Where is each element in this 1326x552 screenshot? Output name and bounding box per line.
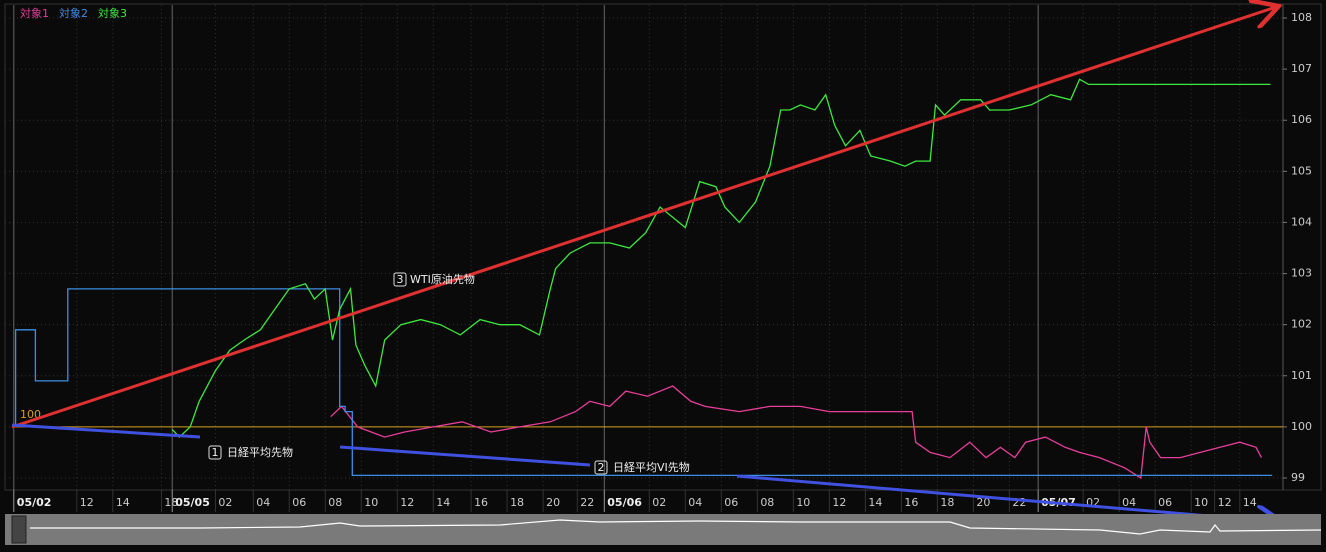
x-tick-label: 16: [904, 496, 918, 509]
x-tick-label: 14: [116, 496, 130, 509]
navigator: [5, 514, 1321, 545]
x-tick-label: 05/06: [607, 496, 642, 509]
y-tick-label: 102: [1291, 318, 1312, 331]
x-tick-label: 18: [940, 496, 954, 509]
x-tick-label: 20: [546, 496, 560, 509]
x-tick-label: 10: [1194, 496, 1208, 509]
y-tick-label: 103: [1291, 267, 1312, 280]
x-tick-label: 02: [652, 496, 666, 509]
x-tick-label: 16: [474, 496, 488, 509]
y-tick-label: 105: [1291, 164, 1312, 177]
x-tick-label: 04: [688, 496, 702, 509]
annotation-text: WTI原油先物: [410, 272, 475, 286]
annotation-box: [393, 272, 407, 287]
x-tick-label: 04: [256, 496, 270, 509]
x-tick-label: 22: [580, 496, 594, 509]
annotation-number: 1: [212, 446, 219, 459]
x-tick-label: 06: [292, 496, 306, 509]
annotation-text: 日経平均先物: [227, 445, 293, 459]
x-tick-label: 12: [832, 496, 846, 509]
x-tick-label: 05/05: [175, 496, 210, 509]
lines: 100: [12, 78, 1283, 480]
x-tick-label: 12: [400, 496, 414, 509]
annotation-box: [208, 445, 222, 460]
annotation: 1 日経平均先物: [208, 445, 293, 460]
y-tick-label: 107: [1291, 62, 1312, 75]
y-tick-label: 101: [1291, 369, 1312, 382]
trend-line: [11, 423, 201, 439]
x-tick-label: 18: [510, 496, 524, 509]
x-tick-label: 08: [328, 496, 342, 509]
x-tick-label: 12: [80, 496, 94, 509]
x-tick-label: 14: [436, 496, 450, 509]
series-line: [14, 288, 1273, 477]
series-line: [330, 385, 1262, 480]
x-tick-label: 14: [868, 496, 882, 509]
navigator-handle[interactable]: [11, 515, 27, 544]
annotation: 2 日経平均VI先物: [594, 460, 690, 475]
legend-entry: 対象2: [59, 6, 88, 20]
x-tick-label: 06: [724, 496, 738, 509]
x-tick-label: 20: [976, 496, 990, 509]
legend-entry: 対象3: [98, 6, 127, 20]
annotation-number: 2: [598, 461, 605, 474]
annotation: 3 WTI原油先物: [393, 272, 475, 287]
y-tick-label: 100: [1291, 420, 1312, 433]
annotation-text: 日経平均VI先物: [613, 460, 690, 474]
annotation-number: 3: [397, 273, 404, 286]
trend-line: [339, 445, 591, 467]
x-tick-label: 10: [364, 496, 378, 509]
x-tick-label: 06: [1158, 496, 1172, 509]
navigator-trace: [30, 519, 1322, 535]
plot-frame: [4, 3, 1322, 491]
annotation-box: [594, 460, 608, 475]
x-tick-label: 04: [1122, 496, 1136, 509]
y-tick-label: 99: [1291, 471, 1305, 484]
y-tick-label: 108: [1291, 11, 1312, 24]
series-line: [171, 78, 1271, 439]
x-tick-label: 08: [760, 496, 774, 509]
legend: 対象1 対象2 対象3: [20, 6, 127, 20]
x-tick-label: 12: [1218, 496, 1232, 509]
x-tick-label: 14: [1243, 496, 1257, 509]
x-tick-label: 18: [164, 496, 178, 509]
y-tick-label: 106: [1291, 113, 1312, 126]
y-tick-label: 104: [1291, 215, 1312, 228]
legend-entry: 対象1: [20, 6, 49, 20]
x-tick-label: 05/02: [17, 496, 52, 509]
x-tick-label: 02: [218, 496, 232, 509]
trend-arrow: [11, 7, 1276, 429]
x-tick-label: 22: [1012, 496, 1026, 509]
x-tick-label: 10: [796, 496, 810, 509]
